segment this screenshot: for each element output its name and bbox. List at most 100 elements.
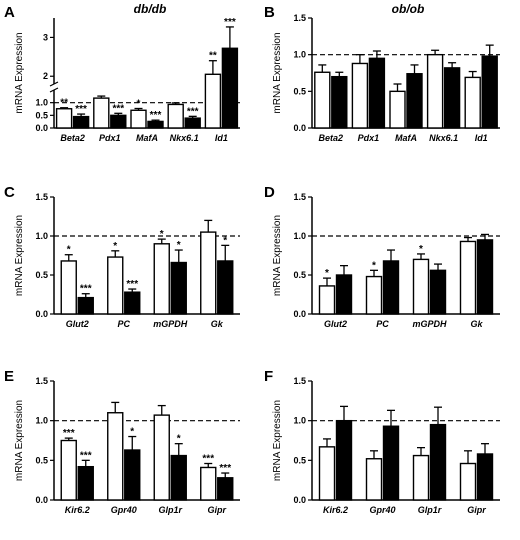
chart-panel-f: F 0.0 0.5 1.0 1.5 mRNA Expression Kir6.2 Gpr40 G…	[264, 368, 500, 515]
panel-letter: D	[264, 184, 275, 201]
y-tick-label: 0.0	[35, 123, 48, 133]
x-tick-label: Gpr40	[111, 505, 137, 515]
x-tick-label: Gipr	[207, 505, 226, 515]
bar-glut2-black	[335, 274, 353, 315]
x-tick-label: Pdx1	[99, 133, 121, 143]
y-tick-label: 1.5	[293, 192, 306, 202]
y-tick-label: 0.0	[293, 123, 306, 133]
panel-title: db/db	[134, 2, 167, 16]
y-axis-label: mRNA Expression	[14, 32, 25, 113]
y-tick-label: 0.0	[293, 495, 306, 505]
chart-panel-d: D 0.0 0.5 1.0 1.5 mRNA Expression * Glut2 * PC * mG…	[264, 184, 500, 329]
x-tick-label: Nkx6.1	[170, 133, 199, 143]
bar-pc-black	[382, 260, 400, 315]
bar-beta2-white	[55, 108, 73, 129]
y-tick-label: 0.5	[35, 455, 48, 465]
panel-letter: C	[4, 184, 15, 201]
bar-gpr40-white	[365, 458, 383, 501]
x-tick-label: mGPDH	[412, 319, 447, 329]
bar-id1-white	[204, 73, 222, 129]
y-tick-label: 1.0	[35, 231, 48, 241]
bar-kir62-white	[318, 446, 336, 501]
bar-pc-black	[124, 291, 141, 315]
bar-beta2-black	[72, 115, 90, 129]
x-tick-label: Glp1r	[418, 505, 442, 515]
y-axis-label: mRNA Expression	[14, 215, 25, 296]
significance-marker: ***	[187, 106, 199, 117]
axis-break-mark	[49, 81, 59, 87]
bar-nkx61-black	[443, 67, 461, 129]
bar-mafa-black	[406, 73, 423, 129]
panel-title: ob/ob	[392, 2, 425, 16]
y-tick-label: 1.0	[293, 231, 306, 241]
bar-id1-black	[481, 55, 498, 129]
significance-marker: ***	[150, 110, 162, 121]
bar-nkx61-white	[426, 53, 444, 129]
significance-marker: *	[137, 98, 141, 109]
bar-glut2-black	[77, 296, 94, 315]
bar-beta2-white	[314, 71, 331, 129]
chart-panel-e: E 0.0 0.5 1.0 1.5 mRNA Expression *** *** Kir6.2…	[4, 368, 240, 515]
bar-pdx1-white	[93, 97, 110, 129]
x-tick-label: Nkx6.1	[429, 133, 458, 143]
significance-marker: *	[223, 235, 227, 246]
panel-letter: F	[264, 368, 273, 385]
bar-id1-white	[464, 76, 481, 129]
x-tick-label: mGPDH	[153, 319, 188, 329]
x-tick-label: Id1	[475, 133, 488, 143]
y-tick-label: 1.5	[35, 192, 48, 202]
y-axis-label: mRNA Expression	[14, 400, 25, 481]
bar-pdx1-black	[368, 57, 386, 129]
y-tick-label: 0.5	[293, 455, 306, 465]
y-tick-label: 1.5	[35, 376, 48, 386]
bar-pc-white	[365, 275, 383, 315]
significance-marker: *	[325, 268, 329, 279]
bar-pc-white	[107, 256, 124, 315]
panel-letter: B	[264, 4, 275, 21]
y-tick-label: 1.5	[293, 376, 306, 386]
bar-glp1r-white	[153, 414, 170, 501]
axis-break-mark	[49, 87, 59, 93]
significance-marker: *	[177, 240, 181, 251]
y-tick-label: 0.5	[293, 86, 306, 96]
bar-gk-black	[476, 239, 494, 315]
y-tick-label: 1.5	[293, 13, 306, 23]
significance-marker: *	[160, 229, 164, 240]
bar-gipr-black	[476, 453, 494, 501]
x-tick-label: PC	[117, 319, 130, 329]
y-axis-label: mRNA Expression	[272, 215, 283, 296]
bar-gipr-black	[217, 477, 234, 501]
x-tick-label: Gk	[470, 319, 483, 329]
significance-marker: **	[209, 51, 217, 62]
y-tick-label: 2	[43, 71, 48, 81]
significance-marker: ***	[80, 284, 92, 295]
significance-marker: *	[177, 434, 181, 445]
panel-letter: E	[4, 368, 14, 385]
bar-gpr40-white	[107, 412, 124, 501]
bar-mgpdh-black	[429, 269, 447, 315]
bar-kir62-white	[60, 439, 77, 501]
y-tick-label: 0.5	[35, 270, 48, 280]
x-tick-label: Gipr	[467, 505, 486, 515]
bar-gipr-white	[200, 466, 217, 501]
bar-kir62-black	[77, 465, 94, 501]
y-tick-label: 1.0	[35, 416, 48, 426]
x-tick-label: Pdx1	[358, 133, 380, 143]
bar-mgpdh-white	[153, 243, 170, 315]
bar-gipr-white	[459, 462, 477, 501]
significance-marker: ***	[63, 428, 75, 439]
x-tick-label: Glp1r	[158, 505, 182, 515]
y-axis-label: mRNA Expression	[272, 400, 283, 481]
bar-glut2-white	[60, 260, 77, 315]
y-tick-label: 0.5	[293, 270, 306, 280]
bar-mafa-black	[147, 120, 164, 129]
x-tick-label: Kir6.2	[323, 505, 348, 515]
bar-gk-white	[459, 240, 477, 315]
bar-nkx61-white	[167, 103, 184, 129]
significance-marker: ***	[112, 103, 124, 114]
bar-pdx1-white	[351, 62, 369, 129]
bar-mgpdh-white	[412, 258, 430, 315]
